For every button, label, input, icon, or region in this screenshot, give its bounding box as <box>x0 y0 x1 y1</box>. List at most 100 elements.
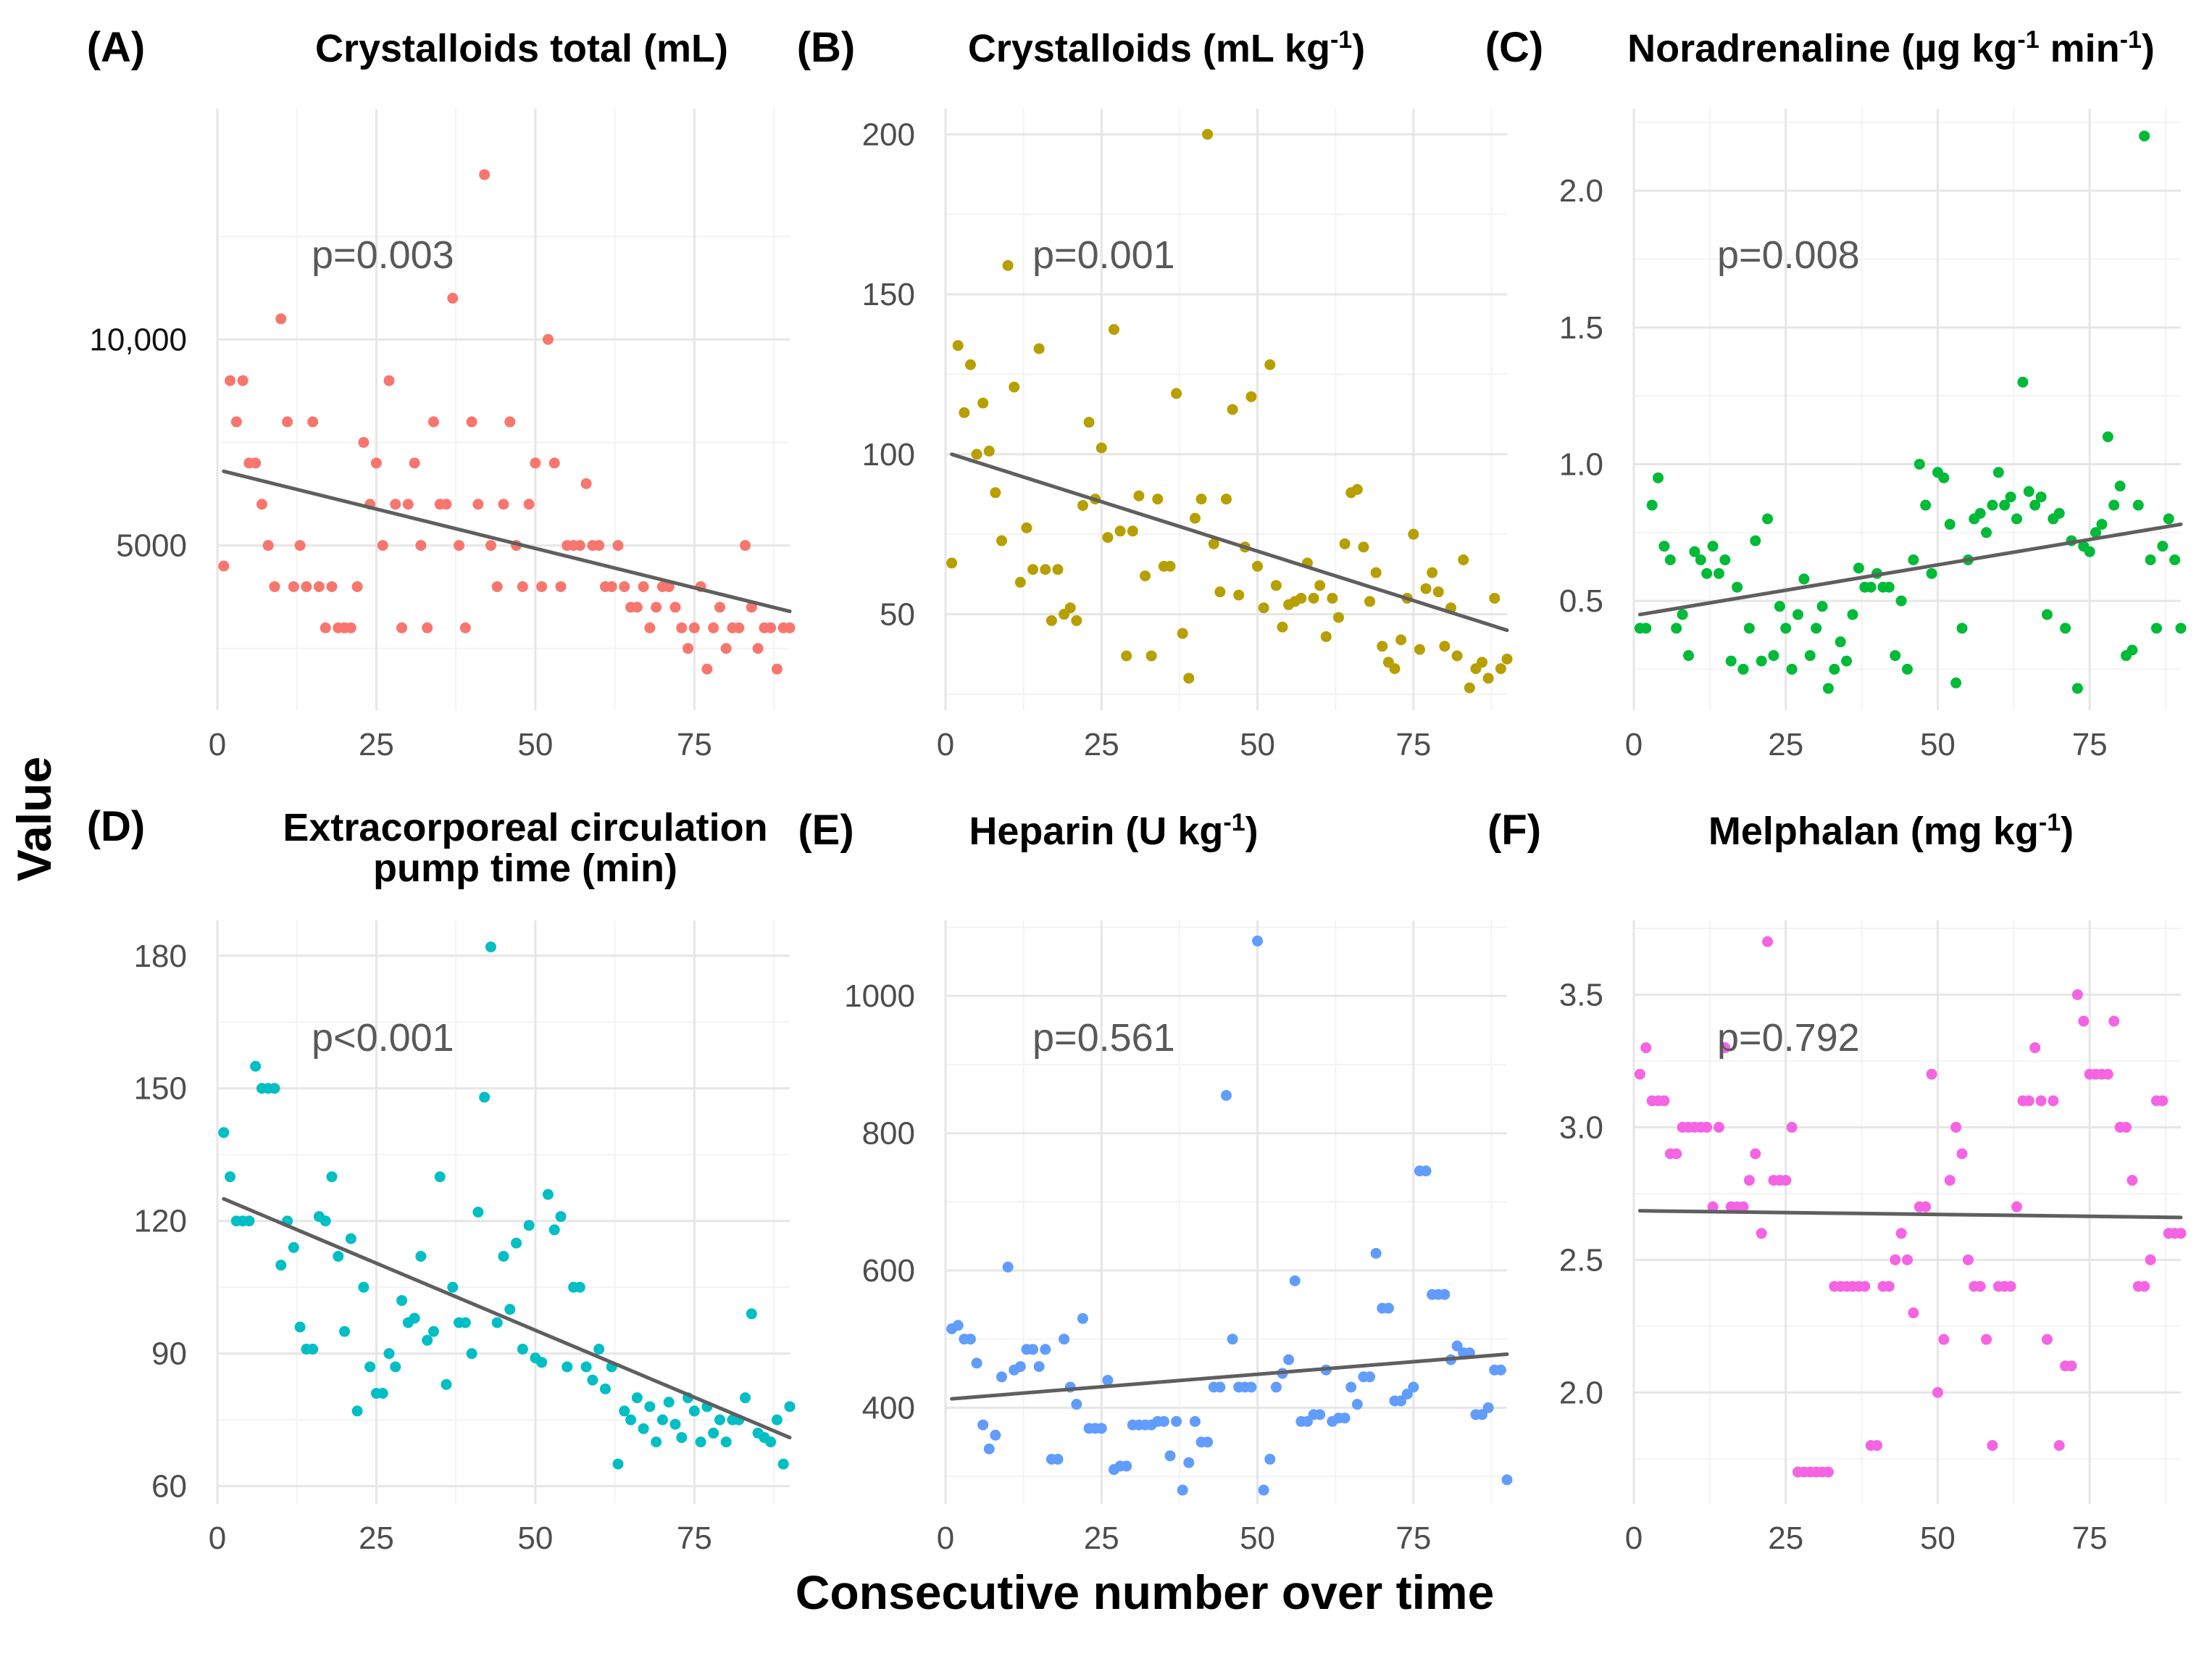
data-point <box>971 449 982 460</box>
data-point <box>1895 595 1907 607</box>
data-point <box>669 602 681 613</box>
data-point <box>2127 1175 2138 1186</box>
data-point <box>1177 1484 1188 1496</box>
data-point <box>1926 1068 1937 1080</box>
data-point <box>1245 391 1257 402</box>
data-point <box>688 1405 700 1417</box>
data-point <box>2169 554 2181 565</box>
data-point <box>1040 564 1051 575</box>
p-value-label: p=0.008 <box>1717 233 1860 277</box>
data-point <box>1432 586 1444 598</box>
y-tick-label: 800 <box>862 1116 915 1152</box>
data-point <box>1804 650 1816 662</box>
data-point <box>1046 615 1057 626</box>
data-point <box>243 1215 255 1227</box>
data-point <box>1725 655 1737 667</box>
data-point <box>2078 1015 2090 1027</box>
data-point <box>599 1383 611 1394</box>
data-point <box>250 457 262 469</box>
data-point <box>1370 567 1382 578</box>
data-point <box>358 436 370 448</box>
data-point <box>1719 1042 1731 1054</box>
data-point <box>1926 567 1937 579</box>
data-point <box>1646 499 1658 511</box>
data-point <box>631 1392 643 1404</box>
panel-letter: (F) <box>1487 807 1541 854</box>
data-point <box>1987 499 1998 511</box>
y-axis-title: Value <box>7 757 61 881</box>
x-tick-label: 0 <box>209 727 226 762</box>
data-point <box>651 602 662 613</box>
data-point <box>1177 628 1188 639</box>
data-point <box>1083 417 1095 428</box>
data-point <box>2102 431 2113 443</box>
data-point <box>1671 623 1682 634</box>
data-point <box>1339 538 1351 549</box>
x-tick-label: 25 <box>1084 727 1119 762</box>
data-point <box>2023 486 2034 497</box>
data-point <box>1264 1453 1276 1465</box>
data-point <box>562 1361 573 1373</box>
data-point <box>2102 1068 2113 1080</box>
y-tick-label: 5000 <box>116 528 187 564</box>
data-point <box>479 1091 491 1103</box>
data-point <box>434 1171 446 1183</box>
data-point <box>275 1260 287 1271</box>
panel-title: Crystalloids total (mL) <box>315 27 728 70</box>
data-point <box>1501 653 1513 665</box>
data-point <box>218 1127 230 1139</box>
x-tick-label: 25 <box>359 1521 394 1556</box>
data-point <box>1913 458 1925 470</box>
data-point <box>952 340 964 351</box>
x-tick-label: 75 <box>1395 727 1431 762</box>
data-point <box>1689 546 1700 557</box>
data-point <box>269 581 280 592</box>
data-point <box>1377 641 1388 652</box>
data-point <box>1059 1334 1070 1345</box>
data-point <box>218 560 230 572</box>
y-tick-label: 1.0 <box>1559 446 1603 482</box>
data-point <box>1270 1381 1282 1393</box>
data-point <box>1064 602 1076 614</box>
panel-letter: (E) <box>798 807 854 854</box>
y-tick-label: 2.0 <box>1559 1375 1603 1410</box>
data-point <box>1277 621 1288 633</box>
data-point <box>1345 1381 1357 1393</box>
data-point <box>1033 1361 1045 1373</box>
data-point <box>990 487 1001 499</box>
data-point <box>1713 1121 1724 1133</box>
panel-e: 0 25 50 75 400 600 800 1000 p=0.561 (E) Heparin (U… <box>798 807 1513 1556</box>
data-point <box>1202 1436 1214 1448</box>
data-point <box>1634 1068 1645 1080</box>
data-point <box>2108 1015 2120 1027</box>
x-tick-label: 50 <box>1240 1521 1275 1556</box>
x-tick-label: 75 <box>2072 727 2108 762</box>
data-point <box>1208 538 1219 549</box>
data-point <box>1495 1364 1506 1376</box>
data-point <box>2053 1440 2065 1451</box>
data-point <box>777 1458 789 1470</box>
data-point <box>307 1344 319 1355</box>
data-point <box>1458 554 1469 565</box>
data-point <box>275 313 287 325</box>
data-point <box>1798 573 1810 585</box>
data-point <box>542 333 554 345</box>
data-point <box>326 1171 338 1183</box>
x-tick-label: 50 <box>1240 727 1275 762</box>
data-point <box>676 1432 688 1444</box>
x-tick-label: 75 <box>2072 1521 2108 1556</box>
data-point <box>1027 1344 1039 1355</box>
y-tick-label: 2.0 <box>1559 173 1603 209</box>
data-point <box>288 1241 299 1253</box>
data-point <box>1152 494 1164 505</box>
data-point <box>765 622 777 633</box>
data-point <box>1847 609 1858 620</box>
x-tick-label: 50 <box>517 1521 553 1556</box>
data-point <box>663 1397 675 1408</box>
x-tick-label: 50 <box>1920 1521 1956 1556</box>
data-point <box>1439 641 1451 652</box>
data-point <box>1658 1095 1670 1107</box>
data-point <box>504 416 516 428</box>
